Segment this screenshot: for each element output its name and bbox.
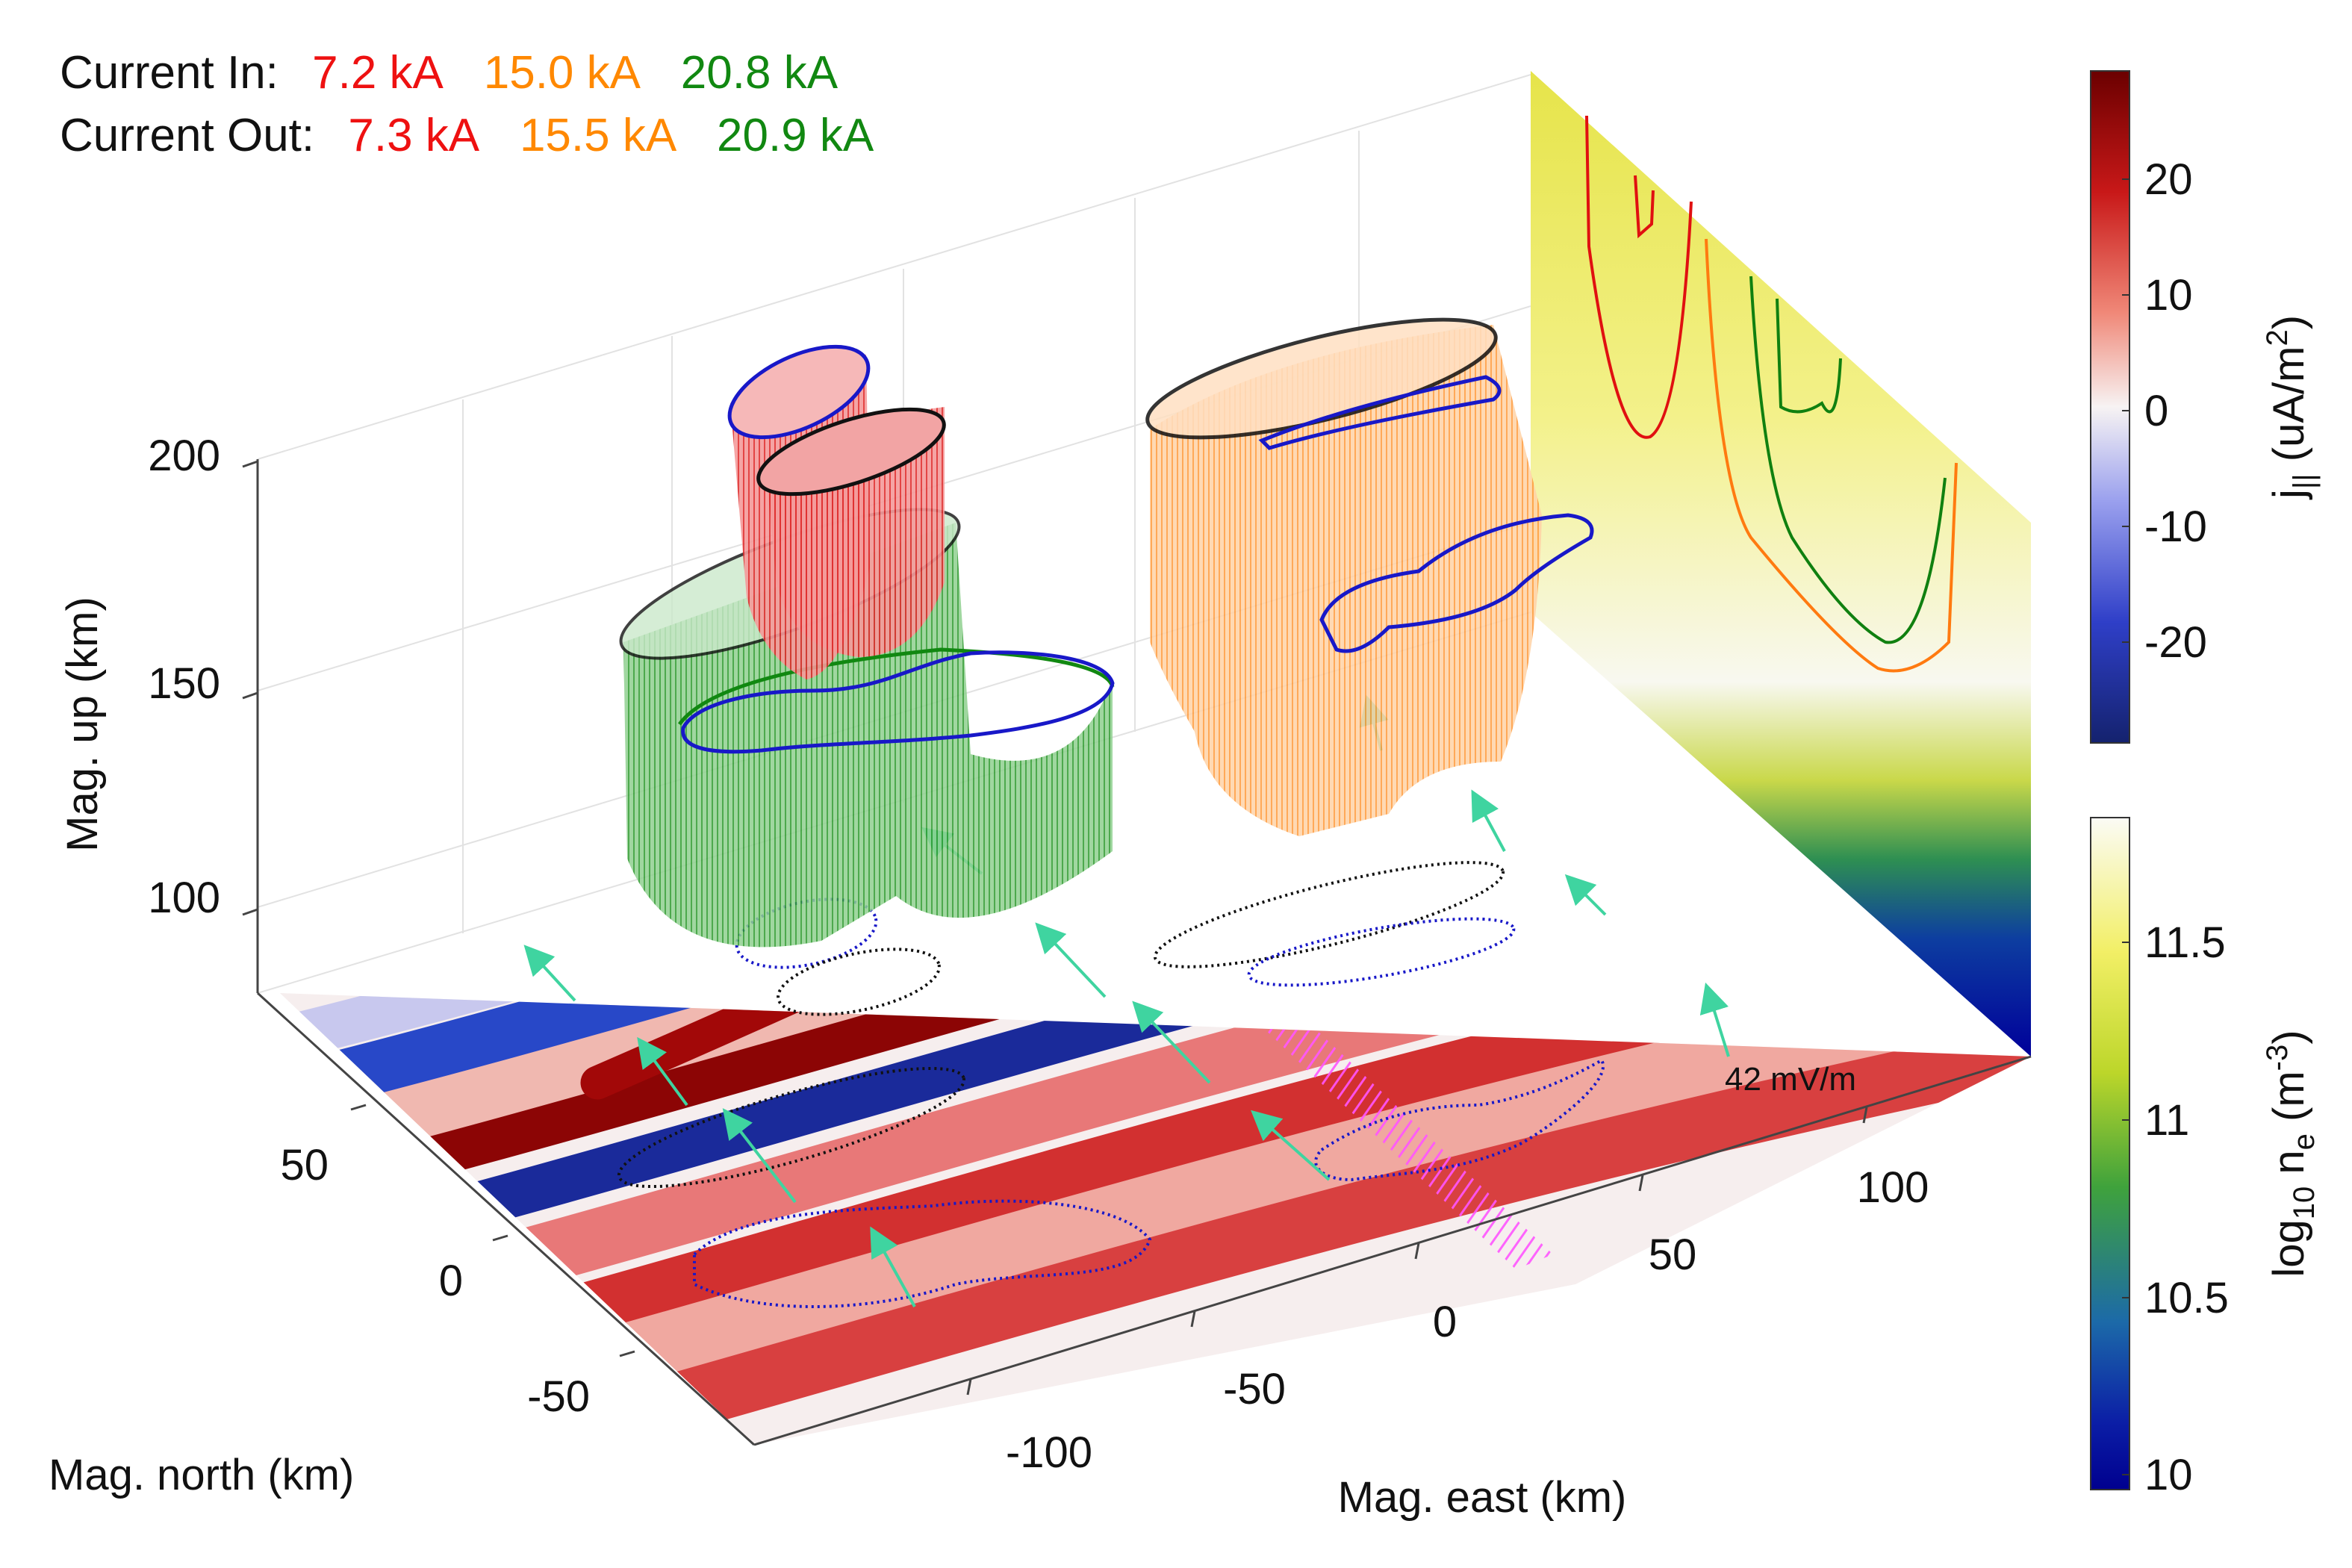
current-out-orange: 15.5 kA [520, 110, 677, 161]
cbar-ne-tick-11-5: 11.5 [2144, 918, 2226, 967]
current-out-row: Current Out: 7.3 kA 15.5 kA 20.9 kA [60, 110, 874, 161]
east-axis-label: Mag. east (km) [1338, 1473, 1627, 1522]
efield-scale-label: 42 mV/m [1725, 1061, 1856, 1098]
north-axis-label: Mag. north (km) [49, 1451, 354, 1499]
colorbar-electron-density: 11.5 11 10.5 10 log10 ne (m-3) [2090, 817, 2321, 1499]
up-tick-200: 200 [148, 432, 220, 480]
up-tick-150: 150 [148, 659, 220, 708]
cbar-j-tick-minus10: -10 [2144, 503, 2207, 551]
orange-current-surface [1145, 317, 1594, 836]
east-tick-minus100: -100 [1006, 1428, 1092, 1477]
electron-density-wall [1531, 71, 2031, 1057]
cbar-ne-tick-11: 11 [2144, 1096, 2189, 1145]
current-in-red: 7.2 kA [312, 47, 444, 99]
up-axis-label: Mag. up (km) [58, 597, 107, 852]
north-tick-minus50: -50 [527, 1372, 590, 1421]
east-axis: -100 -50 0 50 100 Mag. east (km) [966, 1107, 1929, 1522]
cbar-j-label: j|| (uA/m2) [2261, 315, 2321, 500]
current-legend: Current In: 7.2 kA 15.0 kA 20.8 kA Curre… [60, 47, 874, 161]
axes-box [256, 459, 2032, 1446]
current-in-green: 20.8 kA [681, 47, 839, 99]
current-in-label: Current In: [60, 47, 279, 99]
up-axis: 200 150 100 Mag. up (km) [58, 432, 258, 922]
east-tick-50: 50 [1649, 1231, 1697, 1279]
cbar-ne-tick-10: 10 [2144, 1451, 2193, 1499]
colorbar-ne-gradient [2090, 817, 2130, 1490]
east-tick-minus50: -50 [1223, 1365, 1286, 1413]
north-tick-50: 50 [280, 1141, 329, 1189]
up-tick-100: 100 [148, 874, 220, 922]
red-current-surface [727, 344, 946, 679]
north-tick-0: 0 [439, 1257, 463, 1305]
cbar-ne-tick-10-5: 10.5 [2144, 1274, 2229, 1322]
north-axis: 50 0 -50 Mag. north (km) [49, 1104, 635, 1499]
cbar-j-tick-20: 20 [2144, 155, 2193, 204]
current-in-row: Current In: 7.2 kA 15.0 kA 20.8 kA [60, 47, 839, 99]
current-out-green: 20.9 kA [717, 110, 874, 161]
floor-contours [617, 861, 1605, 1308]
colorbar-current-density: 20 10 0 -10 -20 j|| (uA/m2) [2090, 70, 2321, 744]
cbar-j-tick-10: 10 [2144, 271, 2193, 320]
colorbar-j-gradient [2090, 70, 2130, 744]
wall-contour-lines [1585, 115, 1958, 673]
cbar-j-tick-0: 0 [2144, 387, 2168, 435]
current-out-label: Current Out: [60, 110, 314, 161]
cbar-j-tick-minus20: -20 [2144, 618, 2207, 667]
cbar-ne-label: log10 ne (m-3) [2261, 1030, 2321, 1277]
east-tick-0: 0 [1433, 1298, 1457, 1346]
current-out-red: 7.3 kA [348, 110, 479, 161]
current-in-orange: 15.0 kA [484, 47, 641, 99]
east-tick-100: 100 [1857, 1163, 1929, 1212]
